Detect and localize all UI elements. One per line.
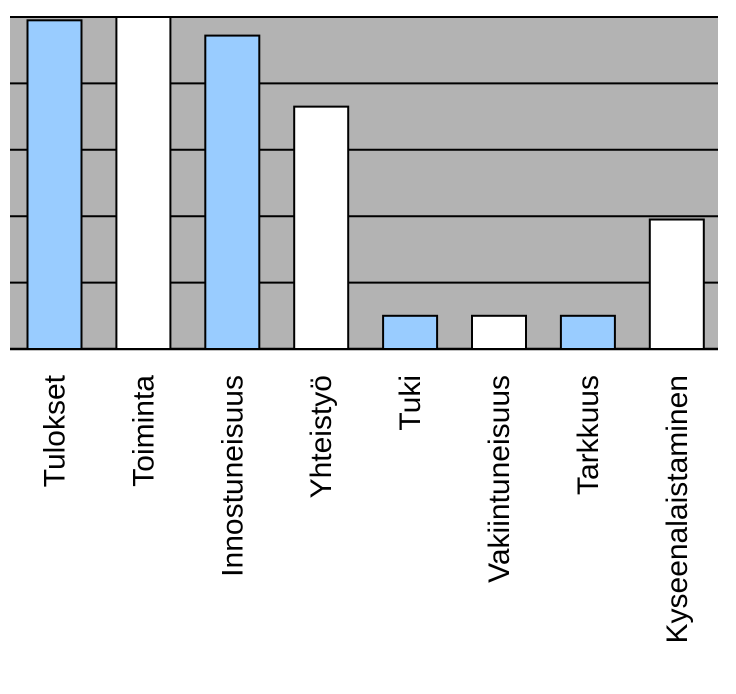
category-label: Kyseenalaistaminen <box>661 375 694 644</box>
bar-toiminta <box>115 16 172 350</box>
category-label: Vakiintuneisuus <box>483 375 516 583</box>
category-label: Tulokset <box>39 374 72 487</box>
bar-vakiintuneisuus <box>471 314 527 350</box>
category-label: Toiminta <box>127 375 160 487</box>
bar-tarkkuus <box>559 314 616 350</box>
plot-area <box>10 16 718 351</box>
category-label: Tuki <box>394 375 427 431</box>
category-label: Tarkkuus <box>572 375 605 495</box>
bar-yhteistyö <box>293 105 350 350</box>
bar-innostuneisuus <box>204 34 261 350</box>
bar-kyseenalaistaminen <box>648 218 705 350</box>
category-labels: Tulokset Toiminta Innostuneisuus Yhteistyö T… <box>39 374 694 643</box>
bar-tulokset <box>26 19 83 350</box>
category-label: Innostuneisuus <box>216 375 249 577</box>
bar-tuki <box>382 314 439 350</box>
category-label: Yhteistyö <box>305 375 338 498</box>
